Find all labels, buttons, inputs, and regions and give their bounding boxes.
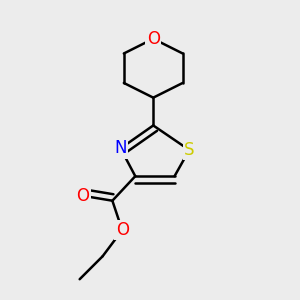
- Text: N: N: [114, 140, 127, 158]
- Text: O: O: [116, 221, 129, 239]
- Text: O: O: [76, 187, 89, 205]
- Text: O: O: [147, 30, 160, 48]
- Text: S: S: [184, 141, 194, 159]
